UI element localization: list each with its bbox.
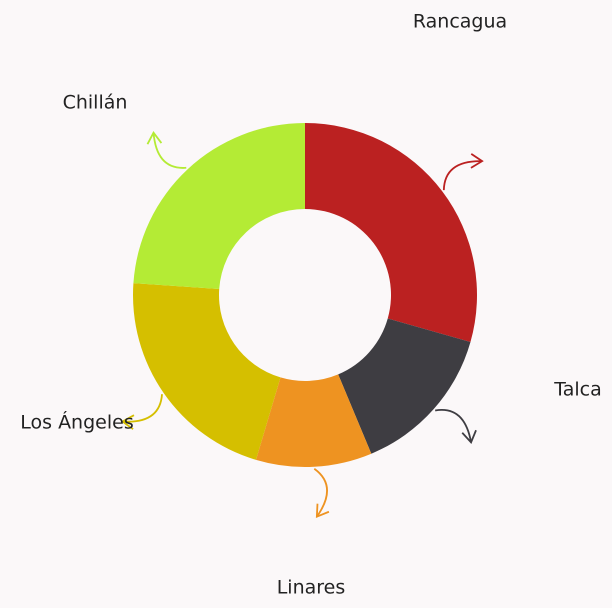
donut-segment xyxy=(338,318,471,454)
segment-label: Rancagua xyxy=(413,11,507,33)
callout-arrow xyxy=(435,408,472,443)
donut-segment xyxy=(255,374,372,467)
callout-arrow xyxy=(122,394,163,423)
callout-arrow xyxy=(313,468,328,518)
arrow-head xyxy=(461,429,477,444)
arrow-head xyxy=(146,131,163,145)
callout-arrow xyxy=(152,132,187,169)
arrow-head xyxy=(315,503,330,519)
arrow-head xyxy=(120,414,135,430)
segment-label: Los Ángeles xyxy=(20,411,133,434)
segment-label: Talca xyxy=(553,379,601,401)
segment-label: Linares xyxy=(277,577,346,599)
arrow-head xyxy=(470,153,484,169)
donut-segment xyxy=(133,283,281,460)
donut-segment xyxy=(133,123,305,290)
segment-label: Chillán xyxy=(63,92,128,114)
callout-arrow xyxy=(442,160,483,191)
donut-segment xyxy=(305,123,477,342)
